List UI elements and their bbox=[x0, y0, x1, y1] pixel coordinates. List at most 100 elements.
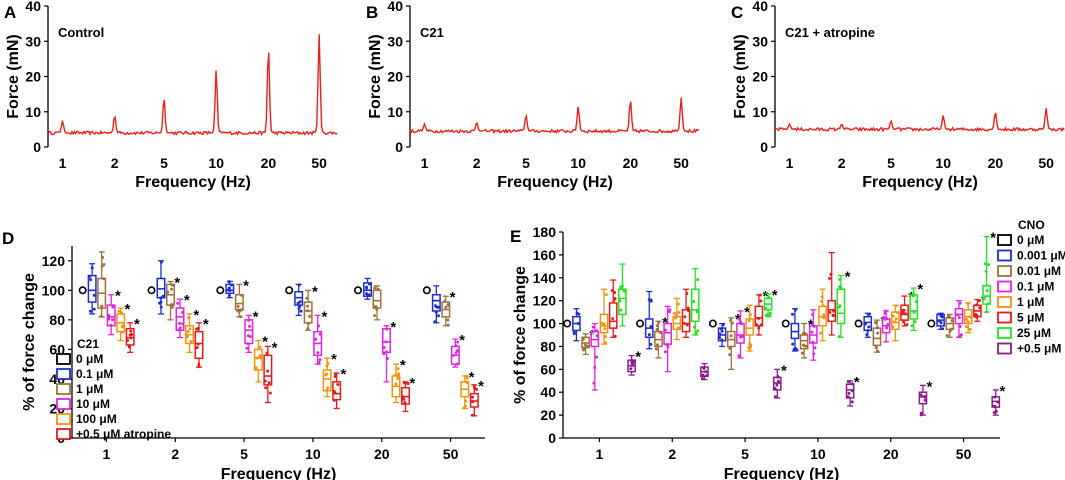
x-tick-label: 5 bbox=[522, 155, 530, 171]
data-point bbox=[867, 325, 871, 329]
data-point bbox=[740, 322, 744, 326]
data-point bbox=[876, 349, 880, 353]
x-tick-label: 10 bbox=[208, 155, 224, 171]
data-point bbox=[456, 349, 460, 353]
data-point bbox=[305, 296, 309, 300]
data-point bbox=[896, 311, 900, 315]
data-point bbox=[950, 319, 954, 323]
data-point bbox=[367, 282, 371, 286]
y-tick-label: 20 bbox=[387, 69, 403, 85]
x-axis-label: Frequency (Hz) bbox=[724, 466, 840, 480]
data-point bbox=[446, 303, 450, 307]
data-point bbox=[159, 296, 163, 300]
data-point bbox=[394, 382, 398, 386]
data-point bbox=[90, 266, 94, 270]
data-point bbox=[593, 365, 597, 369]
y-tick-label: 120 bbox=[533, 293, 557, 309]
legend-swatch bbox=[56, 398, 71, 410]
data-point bbox=[694, 331, 698, 335]
x-tick-label: 2 bbox=[171, 446, 179, 462]
data-point bbox=[248, 335, 252, 339]
data-point bbox=[940, 315, 944, 319]
data-point bbox=[748, 342, 752, 346]
data-point bbox=[776, 375, 780, 379]
data-point bbox=[265, 351, 269, 355]
zero-dose-marker bbox=[927, 319, 936, 328]
data-point bbox=[240, 308, 244, 312]
data-point bbox=[471, 400, 475, 404]
data-point bbox=[396, 374, 400, 378]
zero-dose-marker bbox=[216, 286, 225, 295]
y-tick-label: 20 bbox=[540, 407, 556, 423]
x-tick-label: 20 bbox=[988, 155, 1004, 171]
data-point bbox=[102, 263, 106, 267]
data-point bbox=[296, 301, 300, 305]
y-tick-label: 120 bbox=[42, 253, 66, 269]
data-point bbox=[611, 317, 615, 321]
data-point bbox=[170, 303, 174, 307]
legend-swatch bbox=[56, 428, 71, 440]
data-point bbox=[696, 278, 700, 282]
y-tick-label: 10 bbox=[25, 104, 41, 120]
x-tick-label: 1 bbox=[596, 446, 604, 462]
data-point bbox=[444, 305, 448, 309]
data-point bbox=[911, 292, 915, 296]
y-tick-label: 40 bbox=[387, 0, 403, 14]
data-point bbox=[837, 335, 841, 339]
data-point bbox=[986, 302, 990, 306]
data-point bbox=[994, 409, 998, 413]
data-point bbox=[956, 313, 960, 317]
legend-label: 1 μM bbox=[76, 382, 103, 396]
significance-star: * bbox=[635, 349, 641, 366]
y-tick-label: 30 bbox=[25, 33, 41, 49]
legend-swatch bbox=[56, 383, 71, 395]
data-point bbox=[949, 327, 953, 331]
y-tick-label: 140 bbox=[533, 270, 557, 286]
legend-swatch bbox=[997, 280, 1012, 293]
data-point bbox=[176, 301, 180, 305]
data-point bbox=[655, 327, 659, 331]
data-point bbox=[88, 309, 92, 313]
data-point bbox=[737, 317, 741, 321]
data-point bbox=[958, 335, 962, 339]
data-point bbox=[230, 283, 234, 287]
data-point bbox=[264, 386, 268, 390]
y-axis-label: Force (mN) bbox=[732, 34, 749, 118]
data-point bbox=[993, 395, 997, 399]
box-1 μM bbox=[745, 318, 755, 336]
data-point bbox=[790, 312, 794, 316]
data-point bbox=[177, 328, 181, 332]
legend-label: 10 μM bbox=[76, 397, 110, 411]
data-point bbox=[873, 321, 877, 325]
significance-star: * bbox=[450, 289, 456, 306]
y-axis-label: % of force change bbox=[21, 273, 38, 411]
significance-star: * bbox=[478, 378, 484, 395]
data-point bbox=[120, 330, 124, 334]
data-point bbox=[159, 305, 163, 309]
legend-swatch bbox=[997, 249, 1012, 262]
data-point bbox=[126, 338, 130, 342]
data-point bbox=[673, 311, 677, 315]
zero-dose-marker bbox=[563, 319, 572, 328]
significance-star: * bbox=[772, 287, 778, 304]
x-tick-label: 5 bbox=[160, 155, 168, 171]
y-tick-label: 100 bbox=[42, 282, 66, 298]
data-point bbox=[801, 331, 805, 335]
force-trace bbox=[774, 108, 1065, 133]
data-point bbox=[332, 398, 336, 402]
legend-swatch bbox=[997, 265, 1012, 277]
data-point bbox=[245, 346, 249, 350]
data-point bbox=[695, 310, 699, 314]
data-point bbox=[764, 306, 768, 310]
data-point bbox=[730, 321, 734, 325]
data-point bbox=[403, 401, 407, 405]
data-point bbox=[317, 361, 321, 365]
box-25 μM bbox=[690, 288, 700, 323]
legend-swatch bbox=[997, 342, 1012, 355]
data-point bbox=[958, 301, 962, 305]
data-point bbox=[92, 293, 96, 297]
y-tick-label: 20 bbox=[25, 69, 41, 85]
data-point bbox=[757, 316, 761, 320]
data-point bbox=[455, 362, 459, 366]
data-point bbox=[227, 286, 231, 290]
